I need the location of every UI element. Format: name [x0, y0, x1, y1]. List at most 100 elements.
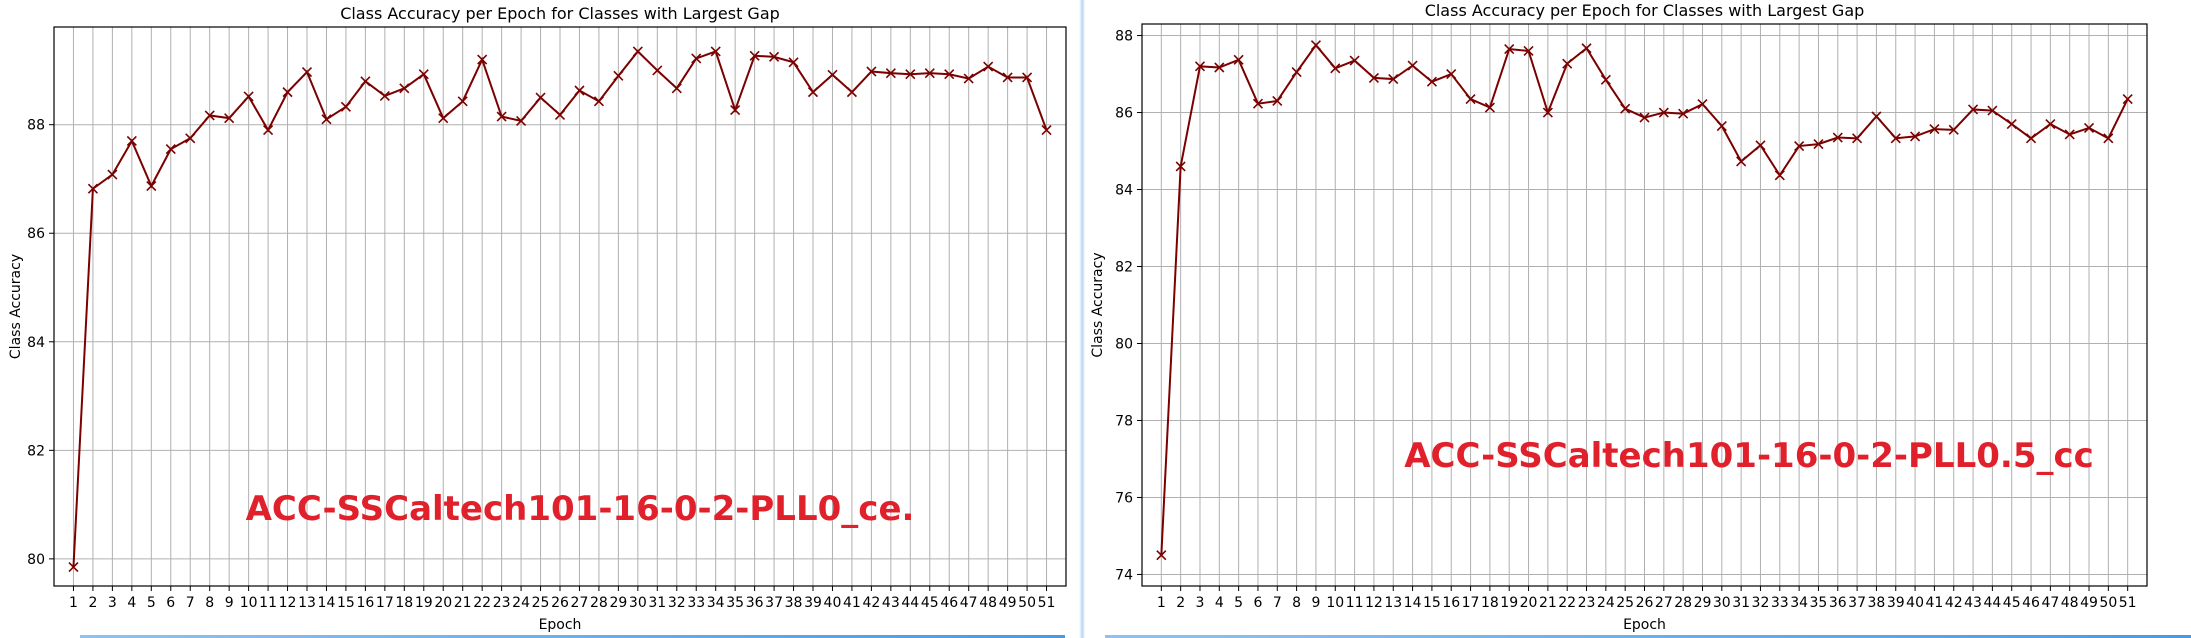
x-tick-label: 26: [1636, 595, 1654, 611]
data-point-marker: [1716, 120, 1727, 132]
x-tick-label: 28: [1674, 595, 1692, 611]
x-tick-label: 42: [862, 595, 880, 611]
data-point-marker: [224, 113, 235, 124]
x-tick-label: 25: [1616, 595, 1634, 611]
accuracy-chart-left: 1 2 3 4 5 6 7 8 9 10 11 12 13 14 15 16 17 18 19 20 21 22 23 24 2…: [8, 4, 1067, 633]
x-tick-label: 14: [1404, 595, 1422, 611]
data-point-marker: [243, 91, 254, 102]
x-tick-label: 20: [1520, 595, 1538, 611]
x-tick-label: 18: [395, 595, 413, 611]
data-point-marker: [554, 109, 566, 120]
data-point-marker: [204, 110, 215, 121]
data-point-marker: [983, 61, 994, 72]
x-tick-label: 13: [298, 595, 316, 611]
x-tick-label: 38: [785, 595, 803, 611]
x-tick-label: 5: [1234, 595, 1243, 611]
data-point-marker: [1272, 95, 1283, 107]
data-point-marker: [379, 90, 390, 101]
data-point-marker: [2045, 119, 2056, 130]
data-point-marker: [1890, 133, 1901, 144]
x-tick-label: 3: [1196, 595, 1205, 611]
x-axis-label: Epoch: [1623, 617, 1666, 633]
grid-lines: [1142, 24, 2147, 586]
x-tick-label: 19: [1500, 595, 1518, 611]
data-point-marker: [632, 46, 643, 57]
x-tick-label: 40: [824, 595, 842, 611]
data-point-marker: [1678, 108, 1689, 119]
x-tick-label: 7: [1273, 595, 1282, 611]
y-tick-label: 82: [1115, 260, 1133, 276]
x-tick-label: 27: [571, 595, 589, 611]
data-point-marker: [1310, 40, 1322, 51]
x-tick-label: 24: [512, 595, 530, 611]
data-point-marker: [1871, 111, 1882, 122]
x-tick-label: 32: [668, 595, 686, 611]
x-tick-label: 31: [1732, 595, 1750, 611]
x-tick-label: 5: [147, 595, 156, 611]
data-point-marker: [185, 133, 196, 144]
x-tick-label: 12: [279, 595, 297, 611]
x-tick-label: 51: [2119, 595, 2137, 611]
data-point-marker: [399, 83, 410, 94]
data-point-marker: [691, 53, 702, 64]
x-tick-label: 9: [1311, 595, 1320, 611]
x-tick-label: 36: [746, 595, 764, 611]
x-tick-label: 51: [1038, 595, 1056, 611]
chart-annotation-text: ACC-SSCaltech101-16-0-2-PLL0_ce.: [246, 489, 915, 529]
data-point-marker: [1967, 104, 1979, 115]
data-point-marker: [1330, 63, 1341, 74]
x-tick-label: 45: [2003, 595, 2021, 611]
x-tick-label: 39: [804, 595, 822, 611]
x-tick-label: 49: [999, 595, 1017, 611]
x-tick-label: 1: [1157, 595, 1166, 611]
x-tick-label: 11: [1346, 595, 1364, 611]
x-tick-label: 29: [609, 595, 627, 611]
x-tick-label: 43: [1964, 595, 1982, 611]
x-tick-label: 35: [726, 595, 744, 611]
x-tick-label: 34: [707, 595, 725, 611]
data-point-marker: [87, 183, 98, 194]
y-tick-label: 86: [1115, 106, 1133, 122]
x-tick-label: 13: [1384, 595, 1402, 611]
x-tick-label: 3: [108, 595, 117, 611]
x-tick-label: 21: [454, 595, 472, 611]
chart-title: Class Accuracy per Epoch for Classes wit…: [1425, 1, 1865, 20]
data-point-marker: [516, 115, 527, 126]
x-tick-label: 19: [415, 595, 433, 611]
data-point-marker: [1446, 68, 1457, 80]
x-tick-label: 14: [318, 595, 336, 611]
data-point-marker: [1910, 131, 1921, 142]
x-tick-label: 50: [1018, 595, 1036, 611]
x-tick-label: 6: [1254, 595, 1263, 611]
x-tick-label: 46: [2022, 595, 2040, 611]
data-point-marker: [1581, 43, 1592, 54]
x-tick-label: 2: [1176, 595, 1185, 611]
chart-panel-left: 1 2 3 4 5 6 7 8 9 10 11 12 13 14 15 16 17 18 19 20 21 22 23 24 2…: [0, 0, 1080, 638]
x-tick-label: 23: [1578, 595, 1596, 611]
window-divider: [1079, 0, 1085, 638]
x-tick-label: 34: [1790, 595, 1808, 611]
chart-panel-right: 1 2 3 4 5 6 7 8 9 10 11 12 13 14 15 16 17 18 19 20 21 22 23 24 2…: [1084, 0, 2191, 638]
x-tick-label: 50: [2099, 595, 2117, 611]
data-point-marker: [1755, 140, 1766, 151]
data-point-marker: [730, 104, 741, 116]
y-tick-label: 88: [1115, 29, 1133, 45]
data-point-marker: [1368, 72, 1379, 83]
x-tick-label: 10: [1326, 595, 1344, 611]
x-tick-label: 24: [1597, 595, 1615, 611]
accuracy-chart-right: 1 2 3 4 5 6 7 8 9 10 11 12 13 14 15 16 17 18 19 20 21 22 23 24 2…: [1090, 1, 2148, 633]
y-axis-label: Class Accuracy: [8, 254, 24, 359]
x-tick-label: 32: [1752, 595, 1770, 611]
data-point-marker: [671, 83, 682, 94]
data-point-marker: [944, 69, 955, 80]
x-tick-label: 23: [493, 595, 511, 611]
data-point-marker: [963, 73, 974, 84]
data-point-marker: [165, 144, 176, 155]
x-tick-label: 37: [1848, 595, 1866, 611]
chart-annotation-text: ACC-SSCaltech101-16-0-2-PLL0.5_cc: [1404, 436, 2094, 476]
data-point-marker: [613, 70, 624, 81]
x-tick-label: 18: [1481, 595, 1499, 611]
x-tick-label: 48: [979, 595, 997, 611]
x-tick-label: 27: [1655, 595, 1673, 611]
data-point-marker: [2103, 133, 2114, 144]
